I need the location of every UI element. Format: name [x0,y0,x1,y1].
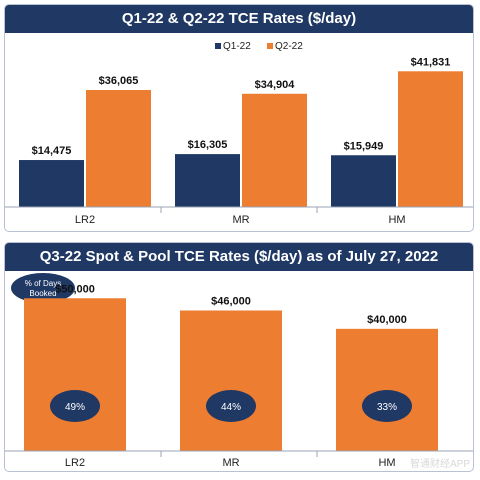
legend-label-q2-22: Q2-22 [275,41,303,52]
chart-title-q1-q2: Q1-22 & Q2-22 TCE Rates ($/day) [5,5,473,33]
chart-panel-q3: Q3-22 Spot & Pool TCE Rates ($/day) as o… [4,242,474,472]
bar-lr2-q2-22 [86,89,151,207]
category-label-mr: MR [222,457,239,469]
data-label-lr2-q2-22: $36,065 [99,75,139,87]
bar-lr2 [24,298,126,451]
booked-oval-lr2 [50,390,100,422]
bar-hm-q2-22 [398,71,463,207]
bar-mr-q2-22 [242,93,307,207]
data-label-mr-q2-22: $34,904 [255,79,296,91]
category-label-mr: MR [232,214,249,226]
booked-oval-mr [206,390,256,422]
bar-hm [336,328,438,451]
booked-pct-lr2: 49% [65,402,85,413]
data-label-lr2: $50,000 [55,283,95,295]
chart-panel-q1-q2: Q1-22 & Q2-22 TCE Rates ($/day) Q1-22 Q2-… [4,4,474,232]
data-label-mr-q1-22: $16,305 [188,139,228,151]
category-label-lr2: LR2 [65,457,85,469]
legend-swatch-q1-22 [215,43,221,49]
category-label-hm: HM [388,214,405,226]
days-booked-badge [11,273,75,303]
bar-hm-q1-22 [331,155,396,207]
bar-lr2-q1-22 [19,160,84,207]
watermark-text: 智通财经APP [409,459,470,470]
chart-title-q3: Q3-22 Spot & Pool TCE Rates ($/day) as o… [5,243,473,271]
category-label-lr2: LR2 [75,214,95,226]
bar-mr-q1-22 [175,154,240,207]
chart-q1-q2-svg: Q1-22 Q2-22 $14,475 $36,065 LR2 $16,305 $34,90… [5,41,473,226]
data-label-hm-q1-22: $15,949 [344,140,384,152]
days-booked-badge-line2: Booked [29,289,56,298]
booked-pct-hm: 33% [377,402,397,413]
booked-pct-mr: 44% [221,402,241,413]
data-label-hm-q2-22: $41,831 [411,56,451,68]
legend-label-q1-22: Q1-22 [223,41,251,52]
category-label-hm: HM [378,457,395,469]
data-label-lr2-q1-22: $14,475 [32,145,72,157]
data-label-mr: $46,000 [211,295,251,307]
data-label-hm: $40,000 [367,314,407,326]
bar-mr [180,310,282,451]
days-booked-badge-line1: % of Days [25,279,61,288]
booked-oval-hm [362,390,412,422]
legend-swatch-q2-22 [267,43,273,49]
